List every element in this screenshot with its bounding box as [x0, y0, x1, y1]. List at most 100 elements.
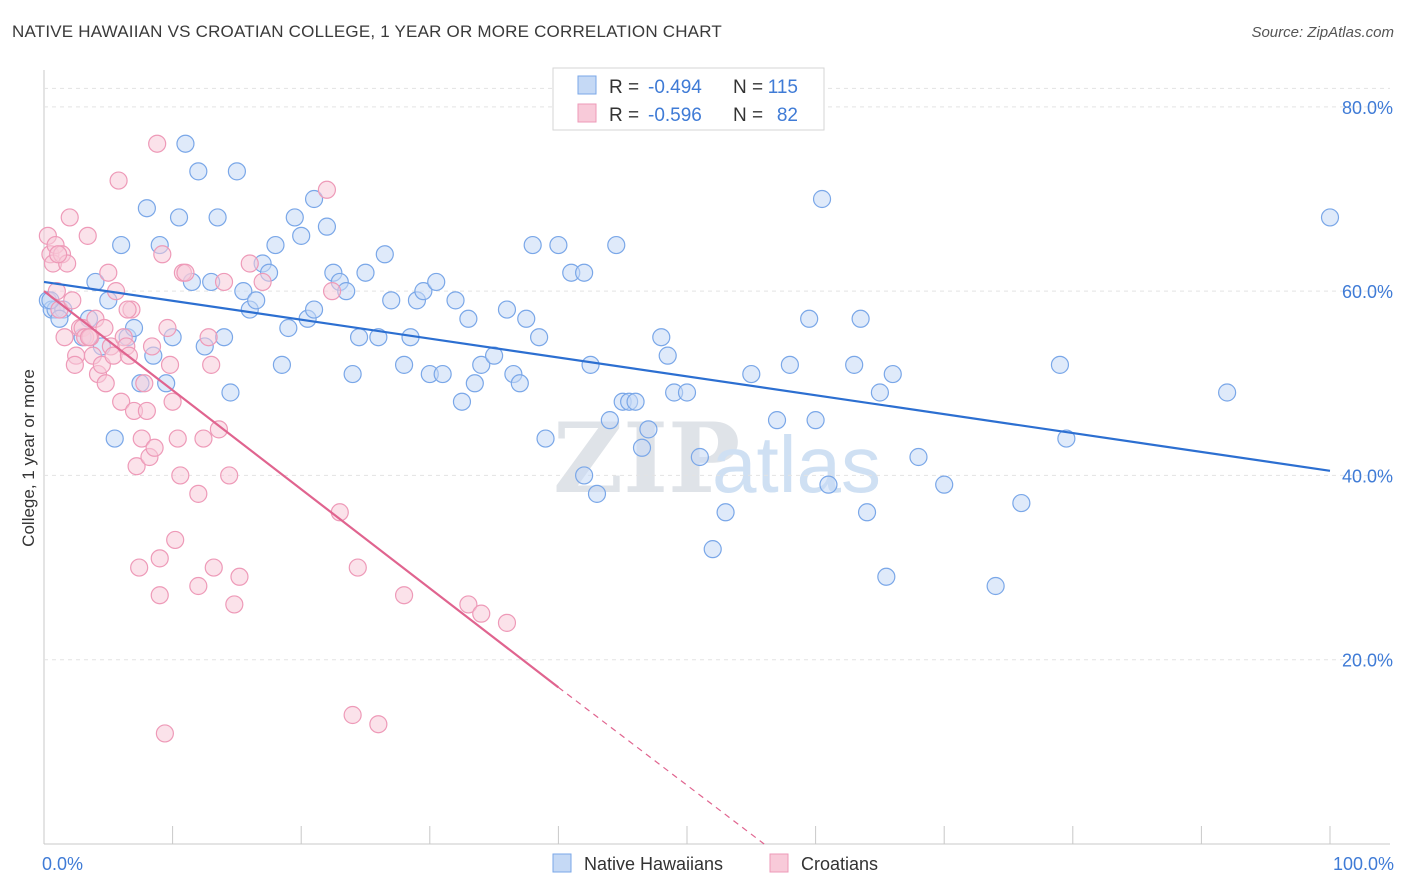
y-tick-labels: 20.0% 40.0% 60.0% 80.0% [1342, 98, 1393, 671]
scatter-point [394, 586, 414, 605]
scatter-point [79, 328, 99, 347]
scatter-point [214, 328, 234, 347]
scatter-point [857, 503, 877, 522]
scatter-point [279, 318, 298, 338]
scatter-point [137, 401, 156, 421]
legend-swatch-native-hawaiians [577, 75, 597, 95]
scatter-point [690, 447, 709, 467]
scatter-point [446, 291, 465, 310]
scatter-point [677, 383, 697, 402]
scatter-point [317, 180, 337, 199]
scatter-point [225, 595, 244, 614]
scatter-point [99, 263, 118, 282]
scatter-point [166, 530, 185, 550]
x-tick-label-min: 0.0% [42, 854, 83, 874]
scatter-point [394, 355, 414, 374]
scatter-point [780, 355, 799, 374]
legend-r-label: R = [609, 77, 639, 98]
scatter-point [322, 282, 342, 301]
scatter-point [137, 199, 156, 218]
scatter-point [343, 364, 362, 384]
scatter-point [530, 328, 549, 347]
scatter-point [304, 189, 324, 209]
scatter-point [607, 235, 626, 255]
scatter-point [1218, 383, 1237, 402]
scatter-point [452, 392, 472, 411]
scatter-point [109, 171, 128, 190]
scatter-point [49, 245, 68, 264]
scatter-point [148, 134, 167, 153]
scatter-point [47, 282, 66, 301]
scatter-point [549, 235, 568, 255]
scatter-point [800, 309, 819, 328]
scatter-point [742, 364, 761, 384]
scatter-point [517, 309, 536, 328]
scatter-point [356, 263, 375, 282]
scatter-point [247, 291, 266, 310]
scatter-point [60, 208, 79, 227]
series-croatians [38, 134, 517, 743]
scatter-point [510, 374, 529, 393]
scatter-point [1012, 493, 1031, 513]
scatter-point [369, 328, 388, 347]
scatter-point [150, 586, 169, 605]
scatter-point [65, 355, 84, 374]
scatter-point [812, 189, 832, 209]
scatter-point [935, 475, 954, 494]
scatter-point [112, 235, 131, 255]
scatter-point [632, 438, 652, 457]
scatter-point [459, 309, 478, 328]
scatter-point [158, 318, 177, 338]
legend-r-value: -0.494 [648, 77, 702, 98]
scatter-point [414, 282, 433, 301]
scatter-point [575, 263, 594, 282]
scatter-point [145, 438, 164, 457]
y-tick-label: 40.0% [1342, 466, 1393, 486]
scatter-point [317, 217, 337, 236]
bottom-legend-swatch-native-hawaiians [552, 853, 572, 873]
scatter-point [150, 549, 169, 568]
scatter-point [459, 595, 478, 614]
legend-n-label: N = [733, 105, 763, 126]
scatter-point [575, 466, 594, 485]
scatter-point [204, 558, 223, 577]
y-tick-label: 60.0% [1342, 282, 1393, 302]
scatter-point [240, 254, 259, 273]
scatter-point [105, 429, 124, 448]
scatter-point [142, 337, 162, 356]
y-tick-label: 20.0% [1342, 651, 1393, 671]
scatter-point [199, 328, 218, 347]
scatter-point [465, 374, 484, 393]
scatter-point [652, 328, 671, 347]
correlation-legend: R = -0.494 N = 115 R = -0.596 N = 82 [552, 67, 825, 131]
scatter-point [472, 604, 491, 623]
scatter-point [163, 392, 182, 411]
scatter-point [130, 558, 149, 577]
scatter-point [127, 457, 146, 476]
scatter-point [703, 540, 722, 559]
scatter-point [716, 503, 735, 522]
scatter-point [369, 715, 388, 734]
scatter-point [497, 613, 517, 632]
scatter-point [375, 245, 394, 264]
scatter-point [877, 567, 896, 586]
scatter-point [171, 466, 190, 485]
scatter-point [348, 558, 367, 577]
scatter-point [523, 235, 542, 255]
scatter-point [1050, 355, 1070, 374]
x-tick-label-max: 100.0% [1333, 854, 1394, 874]
scatter-point [209, 420, 228, 439]
legend-box [552, 67, 825, 131]
scatter-point [169, 208, 189, 227]
scatter-point [230, 567, 249, 586]
scatter-point [626, 392, 645, 411]
series-native-hawaiians [38, 134, 1340, 596]
scatter-point [497, 300, 517, 319]
scatter-point [253, 272, 272, 292]
y-tick-label: 80.0% [1342, 98, 1393, 118]
scatter-point [194, 429, 213, 448]
scatter-point [176, 263, 195, 282]
trend-line-croatians [43, 290, 560, 689]
scatter-point [292, 226, 311, 245]
